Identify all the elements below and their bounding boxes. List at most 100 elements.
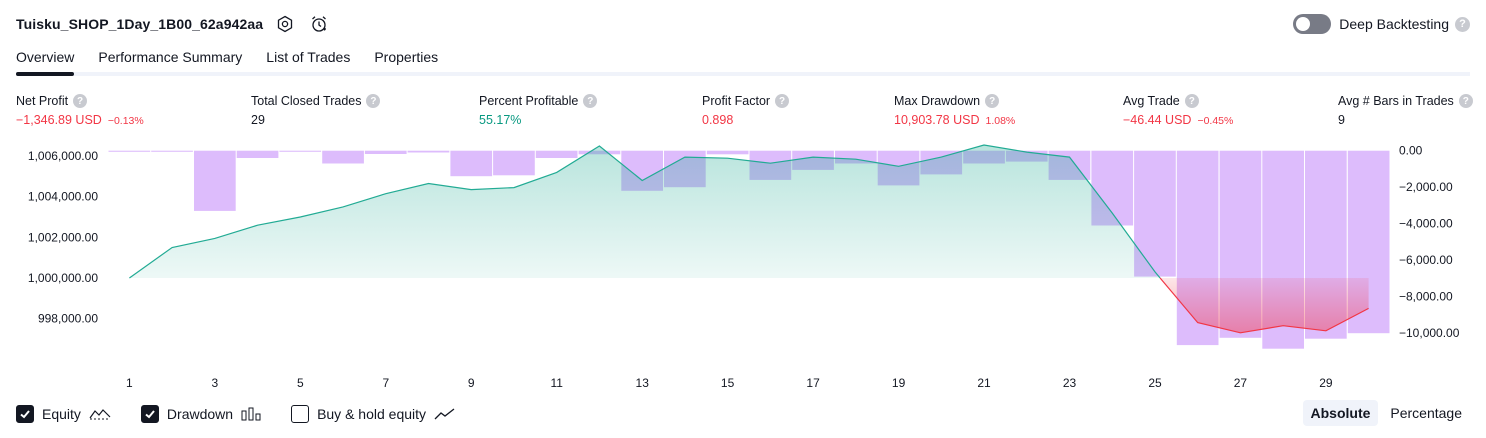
- legend-drawdown[interactable]: Drawdown: [140, 405, 261, 423]
- legend-equity[interactable]: Equity: [16, 405, 111, 423]
- equity-loss-line: [1159, 277, 1369, 334]
- x-axis-tick-label: 15: [721, 376, 735, 390]
- x-axis-tick-label: 27: [1234, 376, 1248, 390]
- percentage-button[interactable]: Percentage: [1390, 405, 1462, 421]
- metric-avg-bars-in-trades: Avg # Bars in Trades? 9: [1338, 93, 1473, 127]
- x-axis-tick-label: 21: [977, 376, 991, 390]
- metric-percent: −0.13%: [107, 115, 144, 127]
- metric-profit-factor: Profit Factor? 0.898: [702, 93, 790, 127]
- help-icon[interactable]: ?: [73, 94, 88, 108]
- x-axis-tick-label: 5: [297, 376, 304, 390]
- right-axis-tick-label: −10,000.00: [1399, 326, 1460, 340]
- right-axis-tick-label: −2,000.00: [1399, 180, 1453, 194]
- metric-label: Profit Factor: [702, 94, 771, 108]
- equity-line: [129, 144, 1161, 279]
- metric-value: 29: [251, 113, 265, 127]
- drawdown-bar: [450, 150, 493, 177]
- equity-loss-area: [1160, 278, 1369, 333]
- drawdown-bar: [535, 150, 578, 158]
- help-icon[interactable]: ?: [583, 94, 598, 108]
- deep-backtesting-toggle[interactable]: [1293, 14, 1332, 34]
- drawdown-bar: [364, 150, 407, 154]
- scale-mode-switch: Absolute Percentage: [1299, 400, 1471, 426]
- left-axis-labels: 1,006,000.00 1,004,000.00 1,002,000.00 1,00…: [28, 149, 98, 326]
- drawdown-bar: [151, 150, 193, 152]
- tab-list-of-trades[interactable]: List of Trades: [266, 49, 351, 65]
- metric-percent-profitable: Percent Profitable? 55.17%: [479, 93, 598, 127]
- chart-legend: Equity Drawdown Buy & hold equity: [16, 402, 486, 426]
- metric-label: Total Closed Trades: [251, 94, 362, 108]
- right-axis-tick-label: 0.00: [1399, 144, 1423, 158]
- settings-icon[interactable]: [273, 12, 297, 36]
- legend-drawdown-label: Drawdown: [166, 406, 234, 422]
- report-tabs: Overview Performance Summary List of Tra…: [16, 44, 1470, 76]
- left-axis-tick-label: 1,000,000.00: [28, 271, 98, 285]
- metric-avg-trade: Avg Trade? −46.44 USD −0.45%: [1123, 93, 1233, 127]
- legend-buy-hold[interactable]: Buy & hold equity: [291, 405, 456, 423]
- equity-drawdown-chart: 1,006,000.00 1,004,000.00 1,002,000.00 1,00…: [28, 144, 1460, 390]
- x-axis-tick-label: 7: [382, 376, 389, 390]
- deep-backtesting-label: Deep Backtesting: [1339, 16, 1449, 32]
- metric-value: −1,346.89 USD: [16, 113, 102, 127]
- metric-label: Percent Profitable: [479, 94, 579, 108]
- metric-label: Avg Trade: [1123, 94, 1180, 108]
- tab-properties[interactable]: Properties: [374, 49, 439, 65]
- equity-line-icon: [89, 407, 111, 421]
- metric-value: 55.17%: [479, 113, 522, 127]
- equity-area: [129, 145, 1369, 333]
- drawdown-checkbox[interactable]: [140, 405, 159, 423]
- help-icon[interactable]: ?: [1184, 94, 1199, 108]
- x-axis-tick-label: 9: [468, 376, 475, 390]
- right-axis-tick-label: −8,000.00: [1399, 290, 1453, 304]
- x-axis-tick-label: 25: [1148, 376, 1162, 390]
- metric-percent: −0.45%: [1197, 115, 1234, 127]
- buy-hold-checkbox[interactable]: [291, 405, 310, 423]
- x-axis-tick-label: 23: [1063, 376, 1077, 390]
- right-axis-tick-label: −4,000.00: [1399, 217, 1453, 231]
- deep-backtesting-control: Deep Backtesting ?: [1293, 12, 1470, 36]
- absolute-button[interactable]: Absolute: [1302, 400, 1379, 426]
- left-axis-tick-label: 998,000.00: [38, 312, 98, 326]
- help-icon[interactable]: ?: [1455, 16, 1470, 32]
- left-axis-tick-label: 1,004,000.00: [28, 190, 98, 204]
- right-axis-tick-label: −6,000.00: [1399, 253, 1453, 267]
- x-axis-labels: 1 3 5 7 9 11 13 15 17 19 21 23 25 27 29: [126, 376, 1333, 390]
- tab-overview[interactable]: Overview: [16, 44, 75, 76]
- left-axis-tick-label: 1,002,000.00: [28, 230, 98, 244]
- x-axis-tick-label: 13: [636, 376, 650, 390]
- x-axis-tick-label: 17: [806, 376, 820, 390]
- tab-performance-summary[interactable]: Performance Summary: [98, 49, 243, 65]
- help-icon[interactable]: ?: [985, 94, 1000, 108]
- right-axis-labels: 0.00 −2,000.00 −4,000.00 −6,000.00 −8,000.00…: [1399, 144, 1460, 341]
- x-axis-tick-label: 3: [211, 376, 218, 390]
- x-axis-tick-label: 29: [1319, 376, 1333, 390]
- x-axis-tick-label: 19: [892, 376, 906, 390]
- drawdown-bar: [279, 150, 322, 152]
- metric-value: −46.44 USD: [1123, 113, 1192, 127]
- metric-total-closed-trades: Total Closed Trades? 29: [251, 93, 381, 127]
- drawdown-bar: [236, 150, 279, 158]
- x-axis-tick-label: 1: [126, 376, 133, 390]
- drawdown-bar: [407, 150, 450, 153]
- metric-max-drawdown: Max Drawdown? 10,903.78 USD 1.08%: [894, 93, 1015, 127]
- alarm-clock-icon[interactable]: [307, 12, 331, 36]
- metric-label: Max Drawdown: [894, 94, 981, 108]
- help-icon[interactable]: ?: [1458, 94, 1473, 108]
- equity-profit-area: [129, 145, 1161, 278]
- drawdown-bar: [322, 150, 364, 164]
- metric-label: Net Profit: [16, 94, 69, 108]
- help-icon[interactable]: ?: [775, 94, 790, 108]
- drawdown-bar: [108, 150, 151, 152]
- legend-buy-hold-label: Buy & hold equity: [317, 406, 427, 422]
- equity-checkbox[interactable]: [16, 405, 34, 423]
- help-icon[interactable]: ?: [366, 94, 381, 108]
- metric-value: 10,903.78 USD: [894, 113, 980, 127]
- drawdown-bar: [706, 150, 749, 155]
- drawdown-bars-icon: [241, 407, 261, 421]
- metric-value: 0.898: [702, 113, 734, 127]
- equity-lines: [129, 144, 1369, 334]
- x-axis-tick-label: 11: [550, 376, 563, 390]
- metric-label: Avg # Bars in Trades: [1338, 94, 1454, 108]
- legend-equity-label: Equity: [42, 406, 81, 422]
- left-axis-tick-label: 1,006,000.00: [28, 149, 98, 163]
